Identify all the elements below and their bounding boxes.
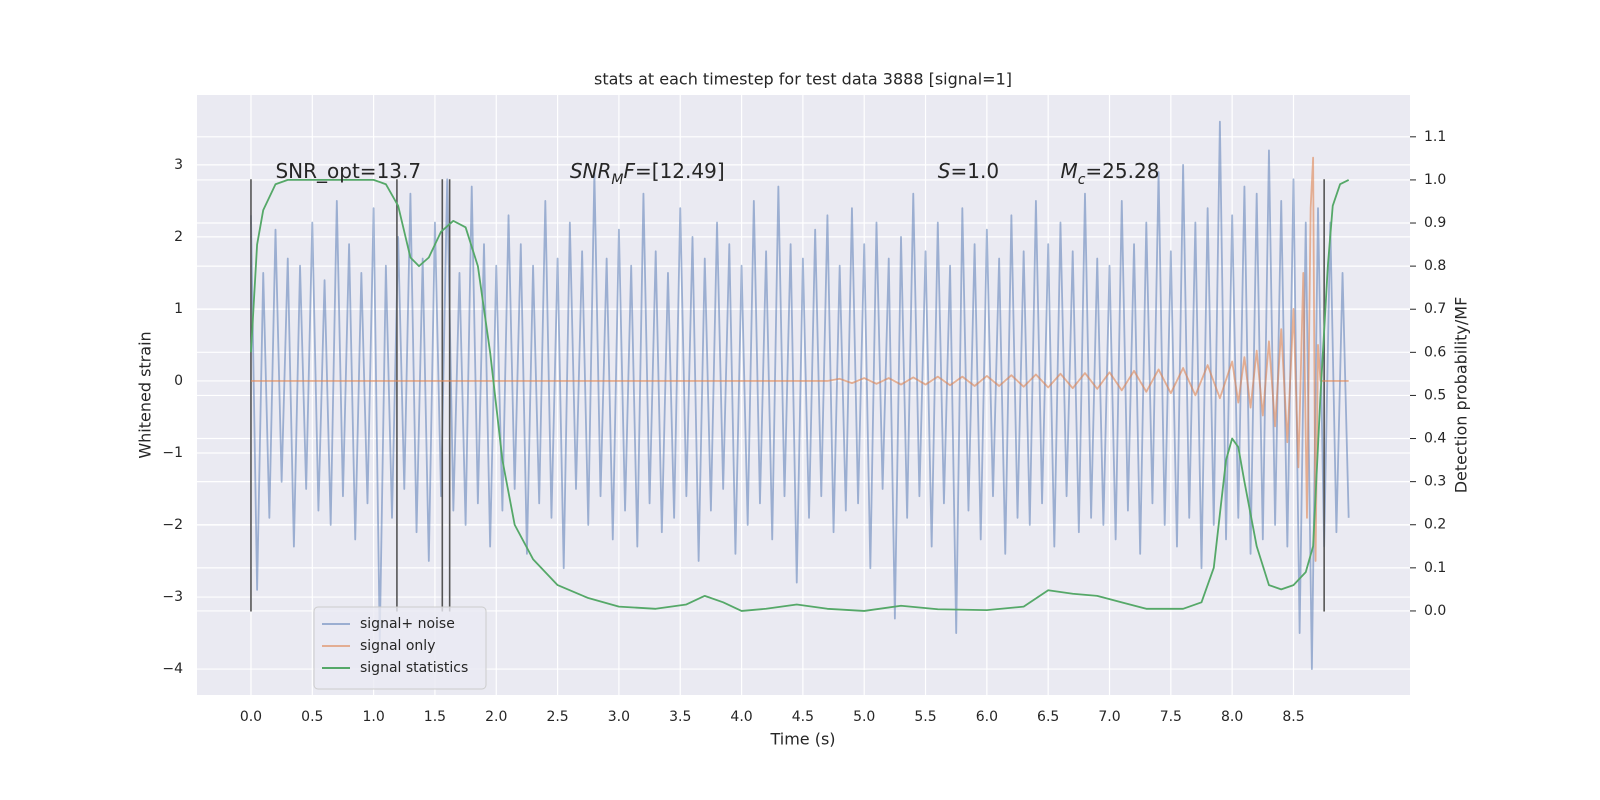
x-tick-label: 6.5	[1037, 709, 1059, 725]
y2-tick-label: 0.3	[1424, 474, 1446, 490]
y2-axis-label: Detection probability/MF	[1452, 297, 1471, 494]
y-tick-label: 2	[174, 229, 183, 245]
legend-label: signal statistics	[360, 660, 468, 676]
x-axis-label: Time (s)	[769, 730, 835, 749]
series-line	[250, 120, 1350, 670]
y2-tick-label: 0.0	[1424, 603, 1446, 619]
annotation-part: =25.28	[1085, 159, 1159, 183]
y-tick-label: −1	[162, 445, 183, 461]
y2-tick-label: 1.1	[1424, 129, 1446, 145]
annotation: S=1.0	[938, 159, 999, 183]
annotation: SNRMF=[12.49]	[570, 159, 725, 189]
x-tick-label: 4.5	[792, 709, 814, 725]
annotation: Mc=25.28	[1060, 159, 1159, 189]
x-tick-label: 3.0	[608, 709, 630, 725]
x-tick-label: 8.0	[1221, 709, 1243, 725]
x-tick-label: 1.0	[362, 709, 384, 725]
x-tick-label: 3.5	[669, 709, 691, 725]
y2-tick-label: 0.4	[1424, 431, 1446, 447]
annotation-part: c	[1078, 172, 1086, 188]
legend: signal+ noise signal only signal statistic…	[313, 606, 487, 690]
x-tick-label: 7.0	[1098, 709, 1120, 725]
y-tick-label: 0	[174, 373, 183, 389]
annotation-part: M	[1060, 159, 1077, 183]
annotation-part: SNR_opt=13.7	[275, 159, 421, 183]
y-axis-label: Whitened strain	[136, 331, 155, 458]
annotation-part: =[12.49]	[635, 159, 725, 183]
y2-tick-label: 0.6	[1424, 344, 1446, 360]
annotation-part: =1.0	[951, 159, 1000, 183]
y-tick-label: 3	[174, 157, 183, 173]
y2-tick-label: 0.1	[1424, 560, 1446, 576]
legend-label: signal+ noise	[360, 616, 455, 632]
y-tick-label: −4	[162, 661, 183, 677]
y2-tick-label: 0.2	[1424, 517, 1446, 533]
y-tick-label: −2	[162, 517, 183, 533]
y2-tick-label: 0.8	[1424, 258, 1446, 274]
x-tick-label: 6.0	[976, 709, 998, 725]
annotation: SNR_opt=13.7	[275, 159, 421, 183]
x-tick-label: 1.5	[424, 709, 446, 725]
x-tick-label: 2.0	[485, 709, 507, 725]
y-tick-label: −3	[162, 589, 183, 605]
x-tick-label: 5.5	[914, 709, 936, 725]
x-tick-label: 8.5	[1282, 709, 1304, 725]
annotation-part: M	[611, 172, 623, 188]
x-tick-label: 4.0	[730, 709, 752, 725]
series-line	[250, 179, 1350, 612]
x-tick-label: 0.5	[301, 709, 323, 725]
annotation-part: S	[938, 159, 951, 183]
series-line	[250, 156, 1349, 562]
x-tick-label: 0.0	[240, 709, 262, 725]
chart-title: stats at each timestep for test data 388…	[594, 70, 1012, 89]
annotation-part: SNR	[570, 159, 612, 183]
y2-tick-label: 1.0	[1424, 172, 1446, 188]
y-tick-label: 1	[174, 301, 183, 317]
x-tick-label: 2.5	[546, 709, 568, 725]
legend-box	[313, 606, 487, 690]
legend-label: signal only	[360, 638, 435, 654]
y2-tick-label: 0.5	[1424, 387, 1446, 403]
y2-tick-label: 0.7	[1424, 301, 1446, 317]
x-tick-label: 5.0	[853, 709, 875, 725]
x-tick-label: 7.5	[1160, 709, 1182, 725]
y2-tick-label: 0.9	[1424, 215, 1446, 231]
annotation-part: F	[624, 159, 636, 183]
